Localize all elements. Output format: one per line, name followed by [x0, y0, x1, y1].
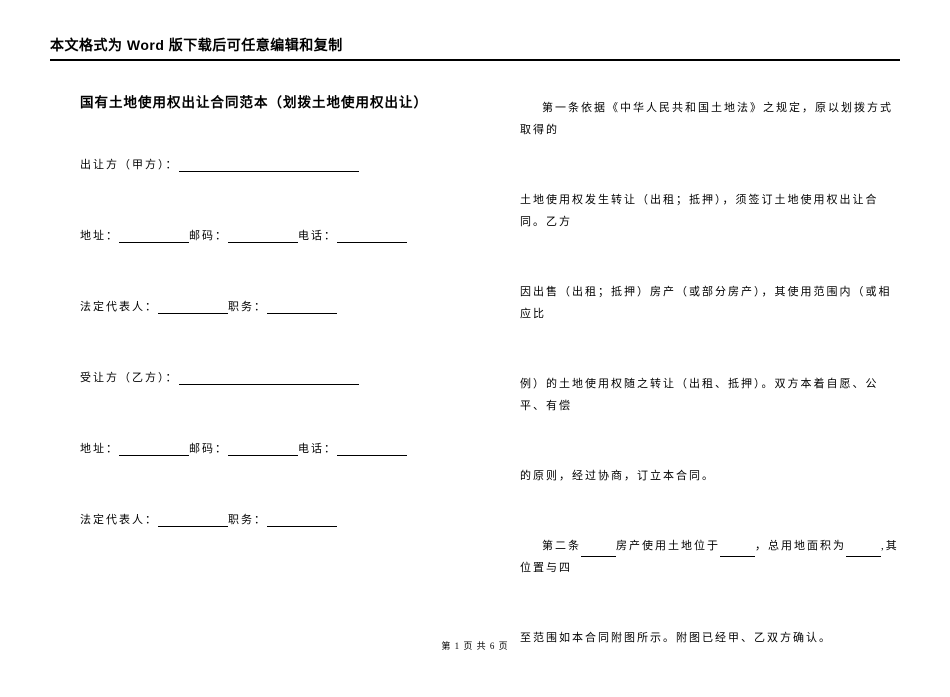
pos-label-1: 职务：: [228, 301, 267, 313]
paragraph-6: 第二条房产使用土地位于，总用地面积为,其位置与四: [520, 535, 900, 579]
address-line-1: 地址： 邮码： 电话：: [80, 227, 450, 243]
rep-label-2: 法定代表人：: [80, 514, 158, 526]
p6-pre: 第二条: [542, 540, 581, 552]
document-header: 本文格式为 Word 版下载后可任意编辑和复制: [50, 35, 900, 61]
tel-label-1: 电话：: [298, 230, 337, 242]
party-b-line: 受让方（乙方）：: [80, 369, 450, 385]
tel-blank-2: [337, 442, 407, 456]
post-label-1: 邮码：: [189, 230, 228, 242]
tel-label-2: 电话：: [298, 443, 337, 455]
tel-blank-1: [337, 229, 407, 243]
p6-blank-3: [846, 543, 881, 557]
pos-label-2: 职务：: [228, 514, 267, 526]
paragraph-5: 的原则，经过协商，订立本合同。: [520, 465, 900, 487]
rep-blank-1: [158, 300, 228, 314]
rep-blank-2: [158, 513, 228, 527]
rep-line-1: 法定代表人： 职务：: [80, 298, 450, 314]
party-a-line: 出让方（甲方）：: [80, 156, 450, 172]
right-column: 第一条依据《中华人民共和国土地法》之规定，原以划拨方式取得的 土地使用权发生转让…: [500, 91, 900, 697]
party-a-label: 出让方（甲方）：: [80, 159, 179, 171]
addr-label-2: 地址：: [80, 443, 119, 455]
p6-mid2: ，总用地面积为: [755, 540, 846, 552]
document-title: 国有土地使用权出让合同范本（划拨土地使用权出让）: [80, 91, 450, 111]
paragraph-2: 土地使用权发生转让（出租；抵押），须签订土地使用权出让合同。乙方: [520, 189, 900, 233]
paragraph-1: 第一条依据《中华人民共和国土地法》之规定，原以划拨方式取得的: [520, 97, 900, 141]
p6-blank-1: [581, 543, 616, 557]
addr-blank-2: [119, 442, 189, 456]
party-a-blank: [179, 158, 359, 172]
addr-blank-1: [119, 229, 189, 243]
rep-line-2: 法定代表人： 职务：: [80, 511, 450, 527]
rep-label-1: 法定代表人：: [80, 301, 158, 313]
paragraph-3: 因出售（出租；抵押）房产（或部分房产），其使用范围内（或相应比: [520, 281, 900, 325]
addr-label-1: 地址：: [80, 230, 119, 242]
post-label-2: 邮码：: [189, 443, 228, 455]
left-column: 国有土地使用权出让合同范本（划拨土地使用权出让） 出让方（甲方）： 地址： 邮码：…: [50, 91, 450, 697]
address-line-2: 地址： 邮码： 电话：: [80, 440, 450, 456]
page-footer: 第 1 页 共 6 页: [0, 639, 950, 652]
paragraph-4: 例）的土地使用权随之转让（出租、抵押）。双方本着自愿、公平、有偿: [520, 373, 900, 417]
p6-mid1: 房产使用土地位于: [616, 540, 720, 552]
party-b-label: 受让方（乙方）：: [80, 372, 179, 384]
p6-blank-2: [720, 543, 755, 557]
pos-blank-1: [267, 300, 337, 314]
pos-blank-2: [267, 513, 337, 527]
post-blank-1: [228, 229, 298, 243]
party-b-blank: [179, 371, 359, 385]
post-blank-2: [228, 442, 298, 456]
content-area: 国有土地使用权出让合同范本（划拨土地使用权出让） 出让方（甲方）： 地址： 邮码：…: [50, 91, 900, 697]
